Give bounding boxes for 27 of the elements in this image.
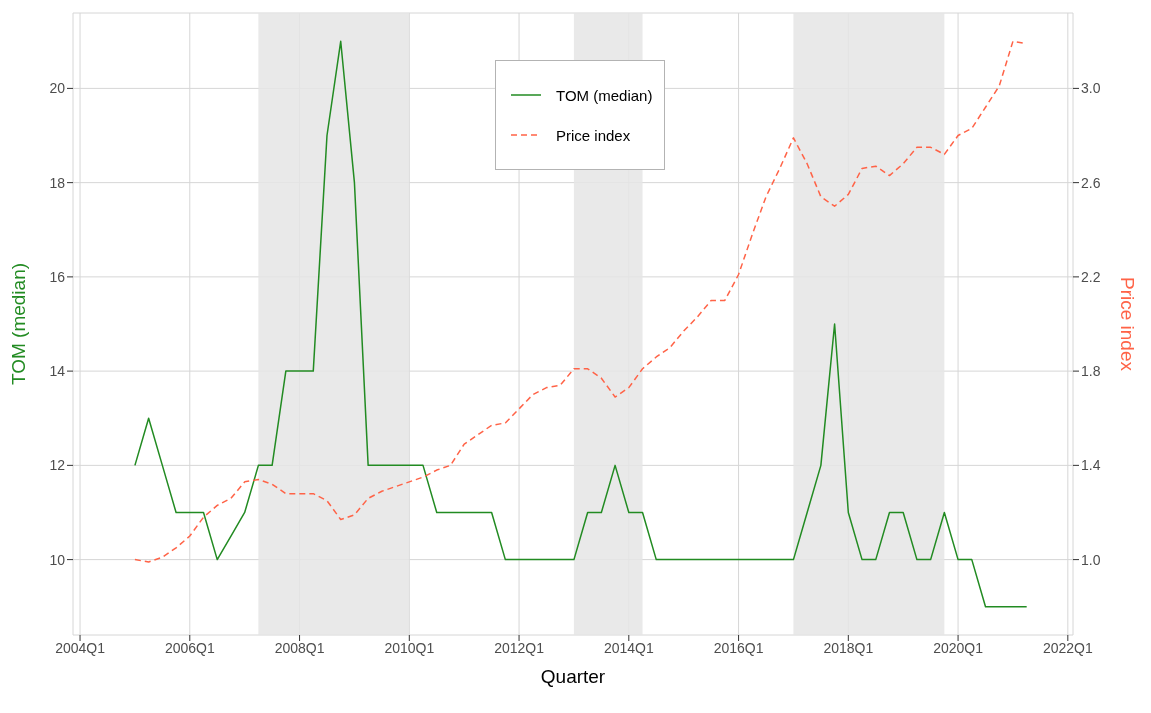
x-tick-label: 2016Q1 bbox=[713, 639, 764, 656]
x-tick-label: 2006Q1 bbox=[164, 639, 215, 656]
y-tick-label: 14 bbox=[49, 363, 66, 380]
y-tick-label: 10 bbox=[49, 551, 66, 568]
y2-axis-title: Price index bbox=[1117, 277, 1139, 372]
x-tick-label: 2014Q1 bbox=[603, 639, 654, 656]
x-tick-label: 2012Q1 bbox=[494, 639, 545, 656]
y-tick-label: 12 bbox=[49, 457, 66, 474]
legend-label: Price index bbox=[556, 126, 631, 144]
x-axis-title: Quarter bbox=[540, 666, 606, 687]
x-tick-label: 2020Q1 bbox=[933, 639, 984, 656]
y-tick-label: 16 bbox=[49, 268, 66, 285]
y2-tick-label: 2.2 bbox=[1081, 268, 1101, 285]
x-tick-label: 2018Q1 bbox=[823, 639, 874, 656]
legend-label: TOM (median) bbox=[556, 86, 653, 104]
y2-tick-label: 3.0 bbox=[1081, 80, 1101, 97]
y2-tick-label: 1.0 bbox=[1081, 551, 1101, 568]
x-tick-label: 2004Q1 bbox=[55, 639, 106, 656]
y-tick-label: 18 bbox=[49, 174, 66, 191]
x-tick-label: 2010Q1 bbox=[384, 639, 435, 656]
y-tick-label: 20 bbox=[49, 80, 66, 97]
y-axis-title: TOM (median) bbox=[7, 262, 29, 386]
y2-tick-label: 1.8 bbox=[1081, 363, 1101, 380]
x-tick-label: 2022Q1 bbox=[1042, 639, 1093, 656]
x-tick-label: 2008Q1 bbox=[274, 639, 325, 656]
y2-tick-label: 2.6 bbox=[1081, 174, 1101, 191]
y2-tick-label: 1.4 bbox=[1081, 457, 1101, 474]
